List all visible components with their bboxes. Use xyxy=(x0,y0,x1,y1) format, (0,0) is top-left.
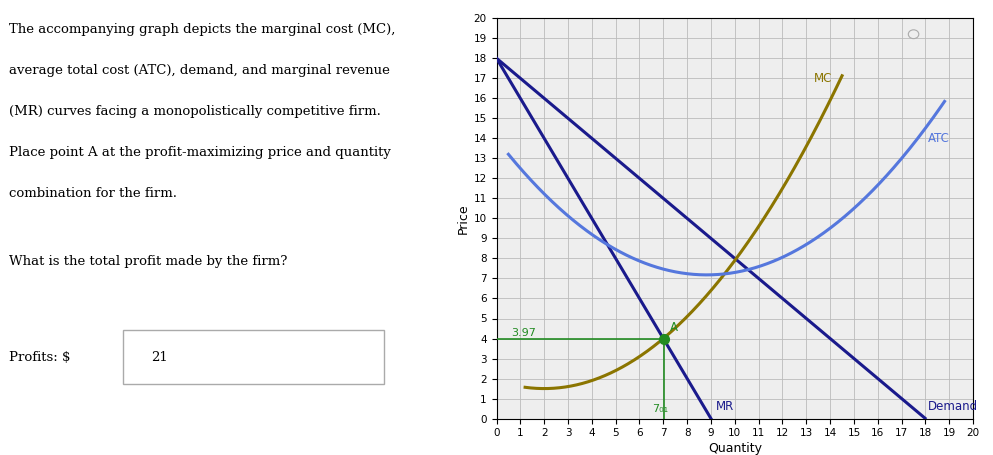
Text: combination for the firm.: combination for the firm. xyxy=(9,187,177,200)
FancyBboxPatch shape xyxy=(123,330,383,384)
Text: A: A xyxy=(669,321,677,334)
Text: The accompanying graph depicts the marginal cost (MC),: The accompanying graph depicts the margi… xyxy=(9,23,395,36)
Text: 3.97: 3.97 xyxy=(510,328,535,338)
Text: MR: MR xyxy=(716,399,734,413)
Text: MC: MC xyxy=(813,72,832,85)
X-axis label: Quantity: Quantity xyxy=(708,443,762,455)
Y-axis label: Price: Price xyxy=(457,203,470,234)
Text: ATC: ATC xyxy=(927,132,949,145)
Text: Profits: $: Profits: $ xyxy=(9,351,71,364)
Text: (MR) curves facing a monopolistically competitive firm.: (MR) curves facing a monopolistically co… xyxy=(9,105,381,118)
Text: 7₀₁: 7₀₁ xyxy=(651,404,667,414)
Text: What is the total profit made by the firm?: What is the total profit made by the fir… xyxy=(9,255,288,268)
Text: average total cost (ATC), demand, and marginal revenue: average total cost (ATC), demand, and ma… xyxy=(9,64,390,77)
Text: Demand: Demand xyxy=(927,399,978,413)
Text: Place point A at the profit-maximizing price and quantity: Place point A at the profit-maximizing p… xyxy=(9,146,391,159)
Text: 21: 21 xyxy=(151,351,168,364)
